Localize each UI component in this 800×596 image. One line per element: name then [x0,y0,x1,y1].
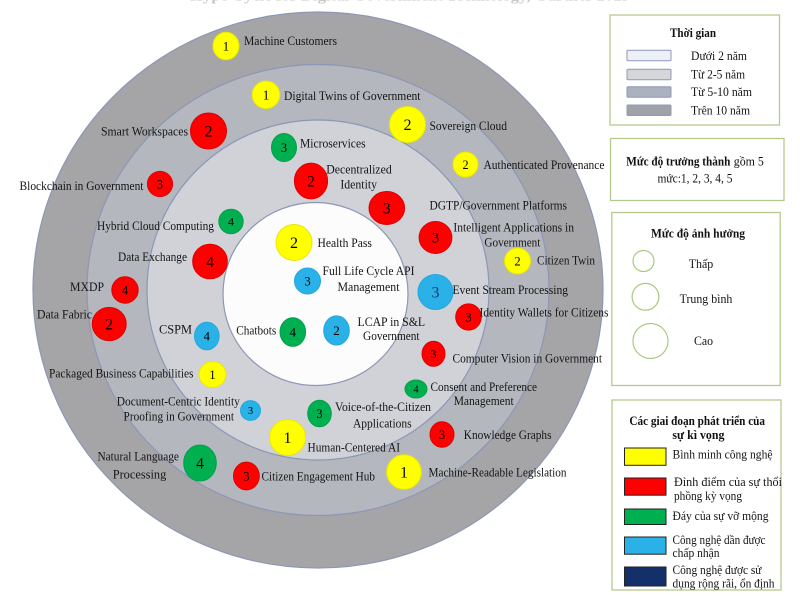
svg-text:3: 3 [157,177,163,191]
svg-text:3: 3 [383,200,391,217]
svg-text:2: 2 [307,174,315,191]
svg-text:LCAP in S&L: LCAP in S&L [358,315,426,329]
svg-text:4: 4 [290,325,297,340]
svg-text:3: 3 [465,310,471,324]
svg-text:Sovereign Cloud: Sovereign Cloud [430,119,508,133]
svg-text:gồm 5: gồm 5 [734,155,764,169]
svg-text:sự kì vọng: sự kì vọng [672,428,725,442]
svg-text:Authenticated Provenance: Authenticated Provenance [484,158,605,172]
svg-text:3: 3 [431,347,437,361]
svg-text:2: 2 [333,323,340,338]
svg-text:Proofing in Government: Proofing in Government [124,410,235,424]
svg-text:3: 3 [316,407,322,421]
svg-text:CSPM: CSPM [159,322,192,336]
svg-text:Knowledge Graphs: Knowledge Graphs [464,428,552,442]
svg-text:Identity: Identity [340,177,377,191]
svg-text:Bình minh công nghệ: Bình minh công nghệ [673,448,773,462]
svg-text:Trung bình: Trung bình [680,292,733,306]
svg-text:Digital Twins of Government: Digital Twins of Government [284,89,421,103]
svg-text:Health Pass: Health Pass [318,236,373,250]
svg-text:Voice-of-the-Citizen: Voice-of-the-Citizen [335,400,432,414]
svg-text:1: 1 [223,40,229,54]
svg-text:Microservices: Microservices [300,137,366,151]
svg-text:2: 2 [462,158,468,172]
svg-text:Từ 5-10 năm: Từ 5-10 năm [691,85,752,99]
svg-text:Thời gian: Thời gian [670,26,716,40]
svg-text:Processing: Processing [113,467,167,481]
svg-text:Hybrid Cloud Computing: Hybrid Cloud Computing [97,219,215,233]
svg-text:Management: Management [454,394,514,408]
svg-text:2: 2 [290,235,298,252]
svg-text:Applications: Applications [353,417,412,431]
svg-text:Hype Cycle for Digital Governm: Hype Cycle for Digital Government Techno… [190,0,630,5]
svg-text:Event Stream Processing: Event Stream Processing [453,283,569,297]
svg-text:Full Life Cycle API: Full Life Cycle API [323,264,415,278]
svg-text:3: 3 [439,428,445,442]
svg-text:Thấp: Thấp [689,257,714,271]
svg-text:Đáy của sự vỡ mộng: Đáy của sự vỡ mộng [673,509,770,523]
svg-text:Human-Centered AI: Human-Centered AI [308,441,401,455]
svg-text:Document-Centric Identity: Document-Centric Identity [117,395,241,409]
svg-text:Intelligent Applications in: Intelligent Applications in [453,221,574,235]
svg-text:Natural Language: Natural Language [97,450,179,464]
svg-text:Computer Vision in Government: Computer Vision in Government [453,352,603,366]
svg-text:2: 2 [514,254,520,268]
svg-text:chấp nhận: chấp nhận [673,546,721,560]
svg-text:2: 2 [105,316,113,333]
svg-text:4: 4 [228,215,234,229]
svg-text:Công nghệ được sử: Công nghệ được sử [673,563,763,577]
svg-text:Mức độ trưởng thành: Mức độ trưởng thành [626,155,730,169]
svg-text:Machine-Readable Legislation: Machine-Readable Legislation [429,466,568,480]
svg-text:1: 1 [400,465,408,482]
svg-text:Citizen Twin: Citizen Twin [537,254,596,268]
svg-text:3: 3 [304,274,310,288]
svg-text:4: 4 [196,455,204,472]
svg-text:phồng kỳ vọng: phồng kỳ vọng [674,489,743,503]
svg-text:Government: Government [484,236,540,250]
svg-text:3: 3 [248,406,253,417]
svg-text:Machine Customers: Machine Customers [244,34,337,48]
svg-text:Blockchain in Government: Blockchain in Government [20,179,144,193]
svg-text:Government: Government [363,329,420,343]
svg-text:1: 1 [283,430,291,447]
svg-text:3: 3 [432,231,439,247]
svg-text:Data Fabric: Data Fabric [37,307,92,321]
svg-text:2: 2 [204,124,212,141]
svg-text:Trên 10 năm: Trên 10 năm [691,104,750,118]
svg-text:Cao: Cao [694,334,713,348]
svg-text:Mức độ ảnh hưởng: Mức độ ảnh hưởng [651,227,746,241]
svg-text:Dưới 2 năm: Dưới 2 năm [691,49,747,63]
svg-text:Các giai đoạn phát triển của: Các giai đoạn phát triển của [629,414,765,428]
svg-text:4: 4 [206,254,214,271]
svg-text:3: 3 [281,141,287,155]
svg-text:Management: Management [338,280,400,294]
svg-text:Đỉnh điểm của sự thổi: Đỉnh điểm của sự thổi [674,475,783,489]
svg-text:4: 4 [122,284,129,298]
svg-text:mức:1, 2, 3, 4, 5: mức:1, 2, 3, 4, 5 [658,172,733,186]
svg-text:Consent and Preference: Consent and Preference [431,380,538,394]
svg-text:Packaged Business Capabilities: Packaged Business Capabilities [49,367,194,381]
svg-text:1: 1 [209,368,215,382]
svg-text:3: 3 [432,285,440,302]
svg-text:Data Exchange: Data Exchange [118,250,187,264]
svg-text:Từ 2-5 năm: Từ 2-5 năm [691,68,745,82]
svg-text:Identity Wallets for Citizens: Identity Wallets for Citizens [480,305,609,319]
svg-text:Decentralized: Decentralized [326,163,392,177]
svg-text:4: 4 [204,329,211,343]
svg-text:1: 1 [263,87,270,102]
svg-text:Chatbots: Chatbots [236,324,276,338]
svg-text:Công nghệ dần được: Công nghệ dần được [673,533,766,547]
svg-text:Citizen Engagement Hub: Citizen Engagement Hub [262,469,376,483]
svg-text:4: 4 [413,385,419,396]
svg-text:MXDP: MXDP [70,280,104,294]
svg-text:3: 3 [243,470,249,484]
svg-text:2: 2 [403,117,411,134]
svg-text:Smart Workspaces: Smart Workspaces [101,125,188,139]
svg-text:dụng rộng rãi, ổn định: dụng rộng rãi, ổn định [673,577,776,591]
svg-text:DGTP/Government Platforms: DGTP/Government Platforms [430,199,568,213]
